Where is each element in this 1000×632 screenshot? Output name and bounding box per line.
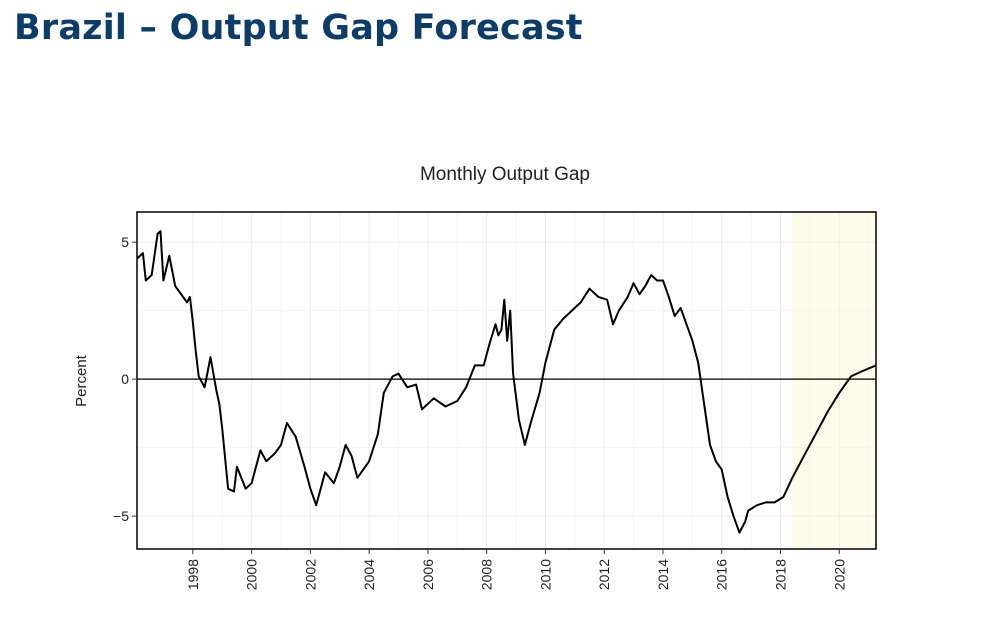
x-tick-label: 2010: [537, 559, 553, 590]
x-tick-label: 1998: [185, 559, 201, 590]
x-tick-label: 2004: [361, 559, 377, 590]
y-tick-label: 0: [121, 371, 129, 387]
x-tick-label: 2014: [655, 559, 671, 590]
y-tick-label: −5: [113, 508, 129, 524]
x-tick-label: 2016: [714, 559, 730, 590]
x-tick-label: 2006: [420, 559, 436, 590]
y-tick-label: 5: [121, 234, 129, 250]
y-axis-label: Percent: [73, 354, 90, 407]
x-tick-label: 2012: [596, 559, 612, 590]
x-tick-label: 2018: [773, 559, 789, 590]
output-gap-series-line: [136, 230, 877, 534]
plot-frame: [136, 211, 877, 550]
page-title: Brazil – Output Gap Forecast: [14, 8, 583, 48]
forecast-region: [792, 212, 876, 549]
x-axis-ticks: 1998 2000 2002 2004 2006 2008 2010 2012 2014 2016…: [185, 549, 847, 590]
grid-lines: [137, 212, 876, 549]
x-tick-label: 2020: [831, 559, 847, 590]
chart-title: Monthly Output Gap: [420, 164, 590, 185]
x-tick-label: 2008: [479, 559, 495, 590]
x-tick-label: 2002: [302, 559, 318, 590]
x-tick-label: 2000: [244, 559, 260, 590]
y-axis-ticks: −5 0 5: [113, 234, 137, 524]
